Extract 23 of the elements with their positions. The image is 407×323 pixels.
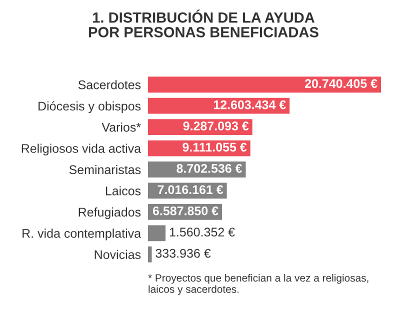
data-label: 6.587.850 € (152, 206, 218, 216)
data-label: 7.016.161 € (158, 185, 224, 194)
y-tick-label: Refugiados (78, 207, 141, 220)
y-tick-label: Sacerdotes (78, 80, 141, 90)
data-label: 1.560.352 € (170, 228, 235, 237)
data-label: 8.702.536 € (176, 164, 242, 173)
y-tick-label: Religiosos vida activa (22, 144, 142, 156)
bar (148, 246, 152, 262)
data-label: 9.111.055 € (182, 142, 247, 152)
y-tick-label: Laicos (106, 186, 141, 196)
chart-title: 1. DISTRIBUCIÓN DE LA AYUDA POR PERSONAS BENEFICIADAS (89, 10, 318, 38)
y-tick-label: Diócesis y obispos (38, 101, 141, 114)
data-label: 9.287.093 € (183, 122, 249, 130)
y-tick-label: Seminaristas (69, 164, 141, 174)
text: * Proyectos que benefician a la vez a religiosas, laicos y sacerdotes. (148, 274, 368, 295)
bar (148, 76, 381, 93)
data-label: 20.740.405 € (304, 79, 378, 88)
bar (148, 225, 166, 242)
data-label: 12.603.434 € (214, 100, 286, 110)
data-label: 333.936 € (156, 248, 211, 258)
y-tick-label: Varios* (102, 122, 141, 132)
y-tick-label: R. vida contemplativa (22, 228, 142, 240)
y-tick-label: Novicias (94, 250, 141, 260)
